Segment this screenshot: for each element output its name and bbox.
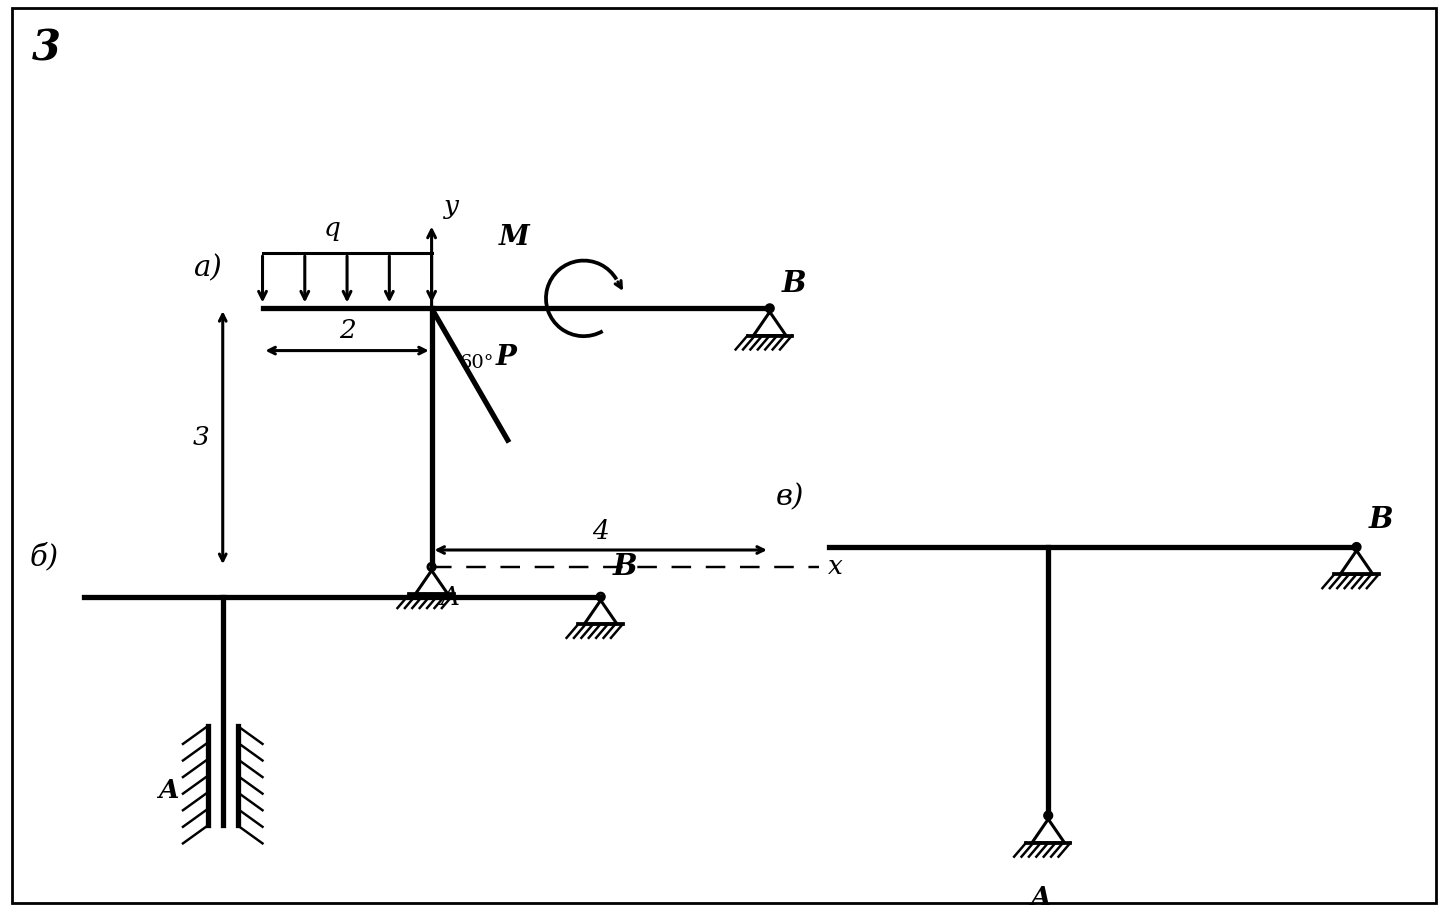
Text: B: B [782, 269, 807, 298]
Text: 60°: 60° [459, 354, 494, 372]
Text: A: A [440, 584, 459, 610]
Text: а): а) [194, 255, 222, 282]
Text: M: M [498, 224, 530, 251]
Text: в): в) [776, 484, 804, 511]
Text: A: A [158, 779, 178, 803]
Text: A: A [1030, 885, 1050, 911]
Text: q: q [324, 216, 340, 242]
Text: B: B [1368, 505, 1393, 534]
Text: y: y [443, 194, 459, 219]
Text: x: x [827, 554, 843, 580]
Text: P: P [495, 344, 517, 371]
Text: B: B [613, 552, 637, 582]
Text: 2: 2 [339, 318, 355, 343]
Text: 3: 3 [32, 27, 61, 70]
Text: 4: 4 [592, 519, 610, 544]
Text: б): б) [29, 542, 58, 572]
Text: 3: 3 [193, 425, 209, 450]
